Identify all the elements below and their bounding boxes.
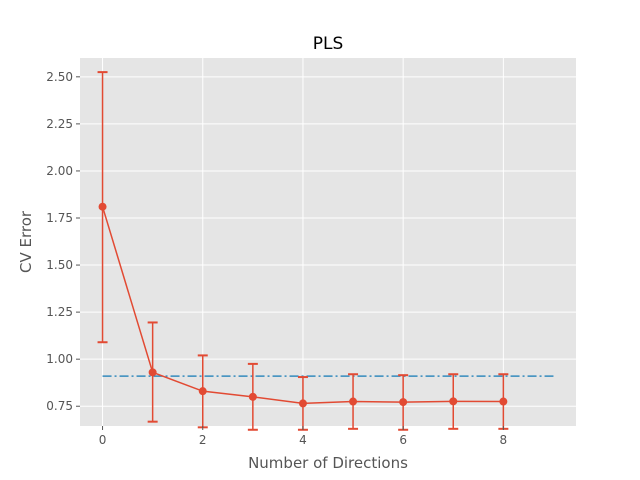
x-tick-label: 8 bbox=[500, 433, 508, 447]
y-tick-label: 1.25 bbox=[46, 305, 73, 319]
y-tick-label: 1.00 bbox=[46, 352, 73, 366]
series-line-group bbox=[98, 202, 508, 408]
x-tick-label: 6 bbox=[399, 433, 407, 447]
x-axis-ticks: 0 2 4 6 8 bbox=[99, 426, 507, 447]
y-axis-label: CV Error bbox=[17, 210, 35, 273]
y-axis-ticks: 0.75 1.00 1.25 1.50 1.75 2.00 2.25 2.50 bbox=[46, 70, 80, 413]
y-tick-label: 1.50 bbox=[46, 258, 73, 272]
y-tick-label: 1.75 bbox=[46, 211, 73, 225]
plot-area bbox=[80, 58, 576, 426]
data-point bbox=[349, 397, 358, 406]
data-point bbox=[499, 397, 508, 406]
y-tick-label: 2.00 bbox=[46, 164, 73, 178]
data-point bbox=[298, 399, 307, 408]
grid-lines bbox=[80, 58, 576, 426]
data-point bbox=[399, 398, 408, 407]
x-tick-label: 2 bbox=[199, 433, 207, 447]
y-tick-label: 2.25 bbox=[46, 117, 73, 131]
y-tick-label: 2.50 bbox=[46, 70, 73, 84]
x-tick-label: 0 bbox=[99, 433, 107, 447]
x-axis-label: Number of Directions bbox=[248, 454, 408, 472]
data-point bbox=[148, 368, 157, 377]
data-point bbox=[198, 387, 207, 396]
chart-title: PLS bbox=[313, 34, 344, 54]
data-point bbox=[98, 202, 107, 211]
y-tick-label: 0.75 bbox=[46, 399, 73, 413]
x-tick-label: 4 bbox=[299, 433, 307, 447]
data-point bbox=[248, 392, 257, 401]
data-point bbox=[449, 397, 458, 406]
